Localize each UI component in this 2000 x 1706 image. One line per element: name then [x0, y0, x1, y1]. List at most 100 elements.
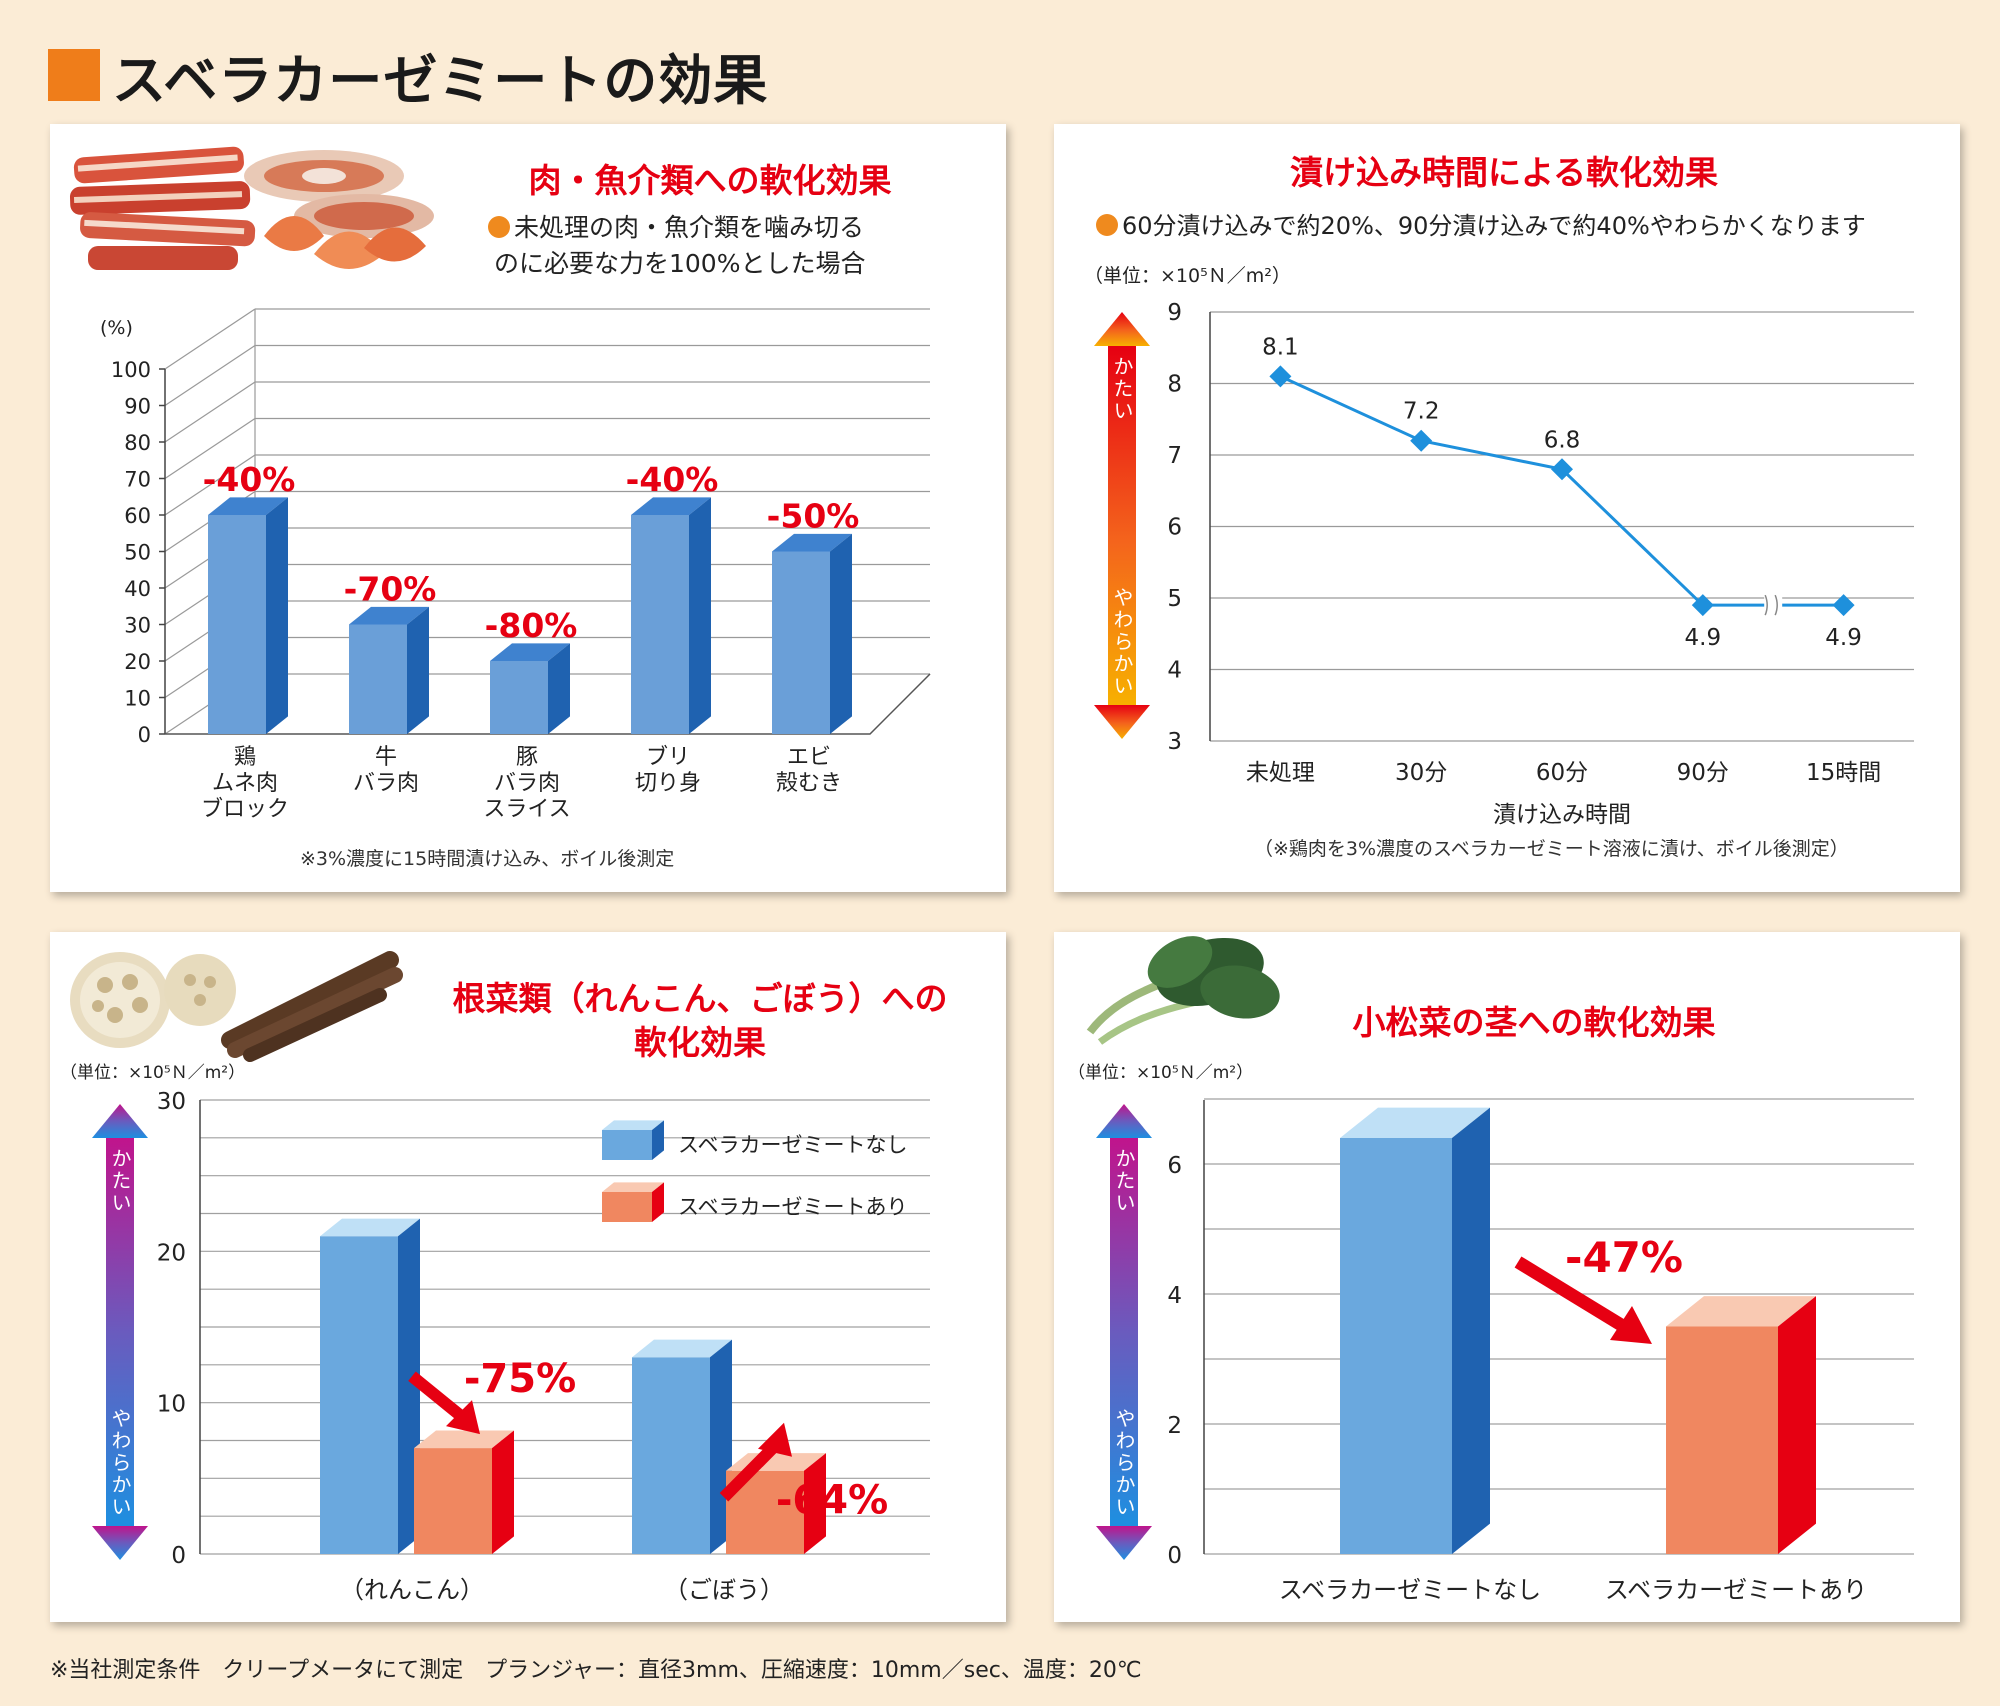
- panel4-gradient-bar: [1110, 1138, 1138, 1526]
- panel4-title: 小松菜の茎への軟化効果: [1352, 1003, 1716, 1042]
- komatsuna-photo-icon: [1080, 932, 1280, 1052]
- y-tick-label: 30: [157, 1089, 186, 1115]
- reduction-arrow-shaft: [408, 1371, 470, 1425]
- bar-with: [414, 1448, 492, 1554]
- panel3-arrow-up-icon: [92, 1104, 148, 1138]
- bar-1: [349, 624, 407, 734]
- x-tick-label: 15時間: [1806, 760, 1881, 786]
- legend-label: スベラカーゼミートなし: [678, 1133, 908, 1157]
- data-label: -40%: [203, 460, 296, 499]
- category-label: （れんこん）: [340, 1576, 484, 1604]
- footer-note: ※当社測定条件 クリープメータにて測定 プランジャー：直径3mm、圧縮速度：10…: [50, 1658, 1142, 1683]
- y-tick-label: 70: [124, 468, 151, 492]
- data-label: -50%: [767, 497, 860, 536]
- y-tick-label: 50: [124, 541, 151, 565]
- bar-4-top: [772, 533, 852, 552]
- panel2-arrow-up-icon: [1094, 312, 1150, 346]
- orange-dot-icon: [488, 216, 510, 238]
- category-label: 豚: [516, 745, 538, 770]
- bar-with-top: [1666, 1296, 1816, 1327]
- bar-4: [772, 551, 830, 734]
- category-label: ブリ: [646, 745, 690, 770]
- bar-without-top: [632, 1339, 732, 1358]
- y-axis-unit: （単位：×10⁵Ｎ／m²）: [1068, 1063, 1253, 1083]
- reduction-arrow-shaft: [719, 1438, 783, 1502]
- grid-diagonal: [164, 308, 256, 370]
- title-square-icon: [48, 49, 100, 101]
- y-axis-unit: （単位：×10⁵Ｎ／m²）: [1084, 265, 1291, 287]
- legend-label: スベラカーゼミートあり: [678, 1195, 908, 1219]
- panel4-hard-label: かたい: [1112, 1148, 1136, 1214]
- bar-0-top: [208, 497, 288, 515]
- panel2-note: 60分漬け込みで約20%、90分漬け込みで約40%やわらかくなります: [1096, 206, 1866, 241]
- y-tick-label: 5: [1167, 586, 1182, 612]
- panel3-hard-label: かたい: [108, 1148, 132, 1214]
- legend-swatch-top: [602, 1120, 664, 1130]
- legend-swatch-side: [652, 1120, 664, 1160]
- x-tick-label: 60分: [1536, 760, 1588, 786]
- y-tick-label: 80: [124, 431, 151, 455]
- y-tick-label: 3: [1167, 729, 1182, 755]
- panel2-soft-label: やわらかい: [1110, 587, 1134, 697]
- category-label: バラ肉: [353, 771, 419, 796]
- data-label: -75%: [464, 1356, 576, 1402]
- y-tick-label: 6: [1167, 1153, 1182, 1179]
- grid-diagonal: [164, 381, 256, 443]
- meat-seafood-photo-icon: [64, 136, 444, 286]
- bar-1-top: [349, 606, 429, 625]
- category-label: ブロック: [201, 797, 289, 822]
- data-label: 8.1: [1262, 334, 1299, 360]
- bar-with: [1666, 1326, 1778, 1554]
- bar-without-side: [1452, 1107, 1490, 1554]
- x-tick-label: 未処理: [1246, 760, 1315, 786]
- panel-meat-seafood: 肉・魚介類への軟化効果 未処理の肉・魚介類を噛み切る のに必要な力を100%とし…: [50, 124, 1006, 892]
- bar-2-top: [490, 643, 570, 661]
- data-label: 6.8: [1544, 427, 1581, 453]
- panel4-arrow-up-icon: [1096, 1104, 1152, 1138]
- bar-0: [208, 515, 266, 734]
- bar-without: [320, 1236, 398, 1554]
- data-label: -64%: [776, 1477, 888, 1523]
- y-tick-label: 6: [1167, 515, 1182, 541]
- grid-diagonal: [164, 454, 256, 516]
- category-label: 殻むき: [776, 771, 842, 796]
- panel3-title-line2: 軟化効果: [634, 1023, 766, 1062]
- page-header: スベラカーゼミートの効果: [48, 40, 768, 112]
- y-tick-label: 0: [138, 723, 151, 747]
- panel3-soft-label: やわらかい: [108, 1408, 132, 1518]
- grid-diagonal: [164, 418, 256, 479]
- category-label: 鶏: [234, 745, 256, 770]
- panel-komatsuna: 小松菜の茎への軟化効果 0 2 4 6 （単位：×10⁵Ｎ／m²） かたい やわらかい スベラ…: [1054, 932, 1960, 1622]
- panel3-arrow-down-icon: [92, 1526, 148, 1560]
- bar-3-top: [631, 497, 711, 515]
- legend-swatch-top: [602, 1182, 664, 1192]
- axis-break-icon: [1764, 594, 1778, 616]
- panel-soak-time: 漬け込み時間による軟化効果 60分漬け込みで約20%、90分漬け込みで約40%や…: [1054, 124, 1960, 892]
- data-label: 4.9: [1685, 625, 1722, 651]
- category-label: スライス: [483, 797, 570, 822]
- panel1-note-line2: のに必要な力を100%とした場合: [494, 249, 866, 278]
- panel2-arrow-down-icon: [1094, 705, 1150, 739]
- data-point: [1269, 365, 1292, 388]
- data-point: [1691, 594, 1714, 617]
- bar-4-side: [830, 533, 852, 734]
- y-tick-label: 20: [124, 650, 151, 674]
- data-label: -40%: [626, 460, 719, 499]
- y-tick-label: 0: [1167, 1543, 1182, 1569]
- reduction-arrow-icon: [1610, 1306, 1652, 1344]
- bar-1-side: [407, 606, 429, 734]
- category-label: （ごぼう）: [664, 1576, 784, 1604]
- axis-break-gap: [1764, 593, 1783, 618]
- reduction-arrow-icon: [446, 1400, 480, 1435]
- bar-with-side: [804, 1453, 826, 1554]
- bar-2: [490, 661, 548, 734]
- y-tick-label: 20: [157, 1240, 186, 1266]
- y-tick-label: 10: [124, 687, 151, 711]
- y-axis-unit: (%): [100, 317, 133, 339]
- data-point: [1410, 429, 1433, 452]
- data-label: 4.9: [1825, 625, 1862, 651]
- bar-without-top: [1340, 1107, 1490, 1138]
- grid-diagonal: [164, 345, 256, 406]
